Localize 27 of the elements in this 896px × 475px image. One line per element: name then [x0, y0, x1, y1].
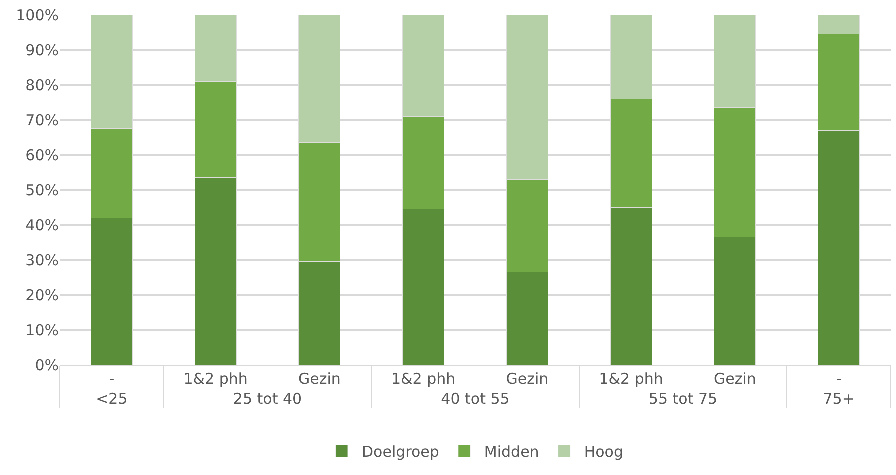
legend-label: Midden — [484, 443, 540, 462]
legend-label: Doelgroep — [362, 443, 440, 462]
category-label: - — [836, 370, 842, 388]
y-tick-label: 70% — [26, 111, 59, 130]
y-tick-label: 0% — [35, 356, 59, 374]
category-label: Gezin — [298, 370, 341, 388]
category-label: 1&2 phh — [392, 370, 456, 388]
category-label: 55 tot 75 — [648, 390, 718, 408]
y-tick-label: 40% — [26, 216, 59, 234]
y-tick-label: 30% — [26, 251, 59, 270]
category-label: 40 tot 55 — [441, 390, 510, 408]
category-label: Gezin — [506, 370, 549, 388]
y-tick-label: 100% — [16, 6, 59, 24]
y-tick-label: 20% — [26, 286, 59, 304]
legend-label: Hoog — [584, 443, 624, 462]
y-tick-label: 80% — [26, 76, 59, 94]
y-tick-label: 50% — [26, 181, 59, 200]
category-label: - — [109, 370, 115, 388]
category-label: <25 — [96, 390, 128, 408]
category-label: Gezin — [714, 370, 756, 388]
category-label: 1&2 phh — [184, 370, 248, 388]
y-tick-label: 60% — [26, 146, 59, 164]
category-label: 75+ — [823, 390, 855, 408]
category-label: 25 tot 40 — [233, 390, 302, 408]
category-label: 1&2 phh — [599, 370, 664, 388]
y-tick-label: 10% — [26, 321, 59, 340]
y-tick-label: 90% — [26, 41, 59, 60]
